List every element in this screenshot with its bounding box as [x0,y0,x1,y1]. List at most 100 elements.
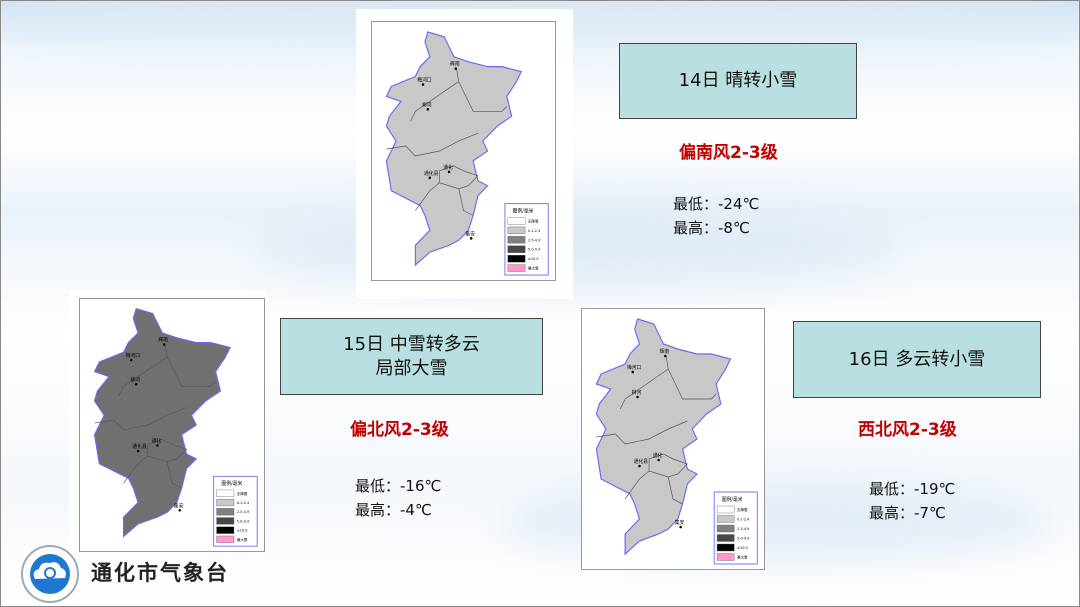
county-border [439,165,479,190]
town-marker [421,83,425,86]
legend-swatch [507,254,526,263]
bureau-name: 通化市气象台 [91,561,229,585]
town-label: 通化 [152,437,162,444]
town-marker [454,67,458,70]
county-border [410,69,460,122]
legend-swatch [507,226,526,235]
low-temp: 最低：-24℃ [673,195,760,213]
county-border [386,132,479,157]
temperature-info: 最低：-16℃ 最高：-4℃ [355,474,441,522]
legend-swatch [716,534,735,542]
wind-label: 偏南风2-3级 [679,143,778,163]
wind-label: 偏北风2-3级 [350,420,449,440]
county-border [620,356,669,410]
town-marker [426,108,430,111]
county-border [123,455,149,484]
legend-label: 0.1-2.4 [237,501,250,505]
forecast-box-15: 15日 中雪转多云 局部大雪 [280,318,543,395]
forecast-title: 15日 中雪转多云 [343,333,480,355]
town-label: 通化 [443,164,453,171]
legend-label: 5.0-9.9 [237,519,249,523]
county-border [94,407,187,431]
town-marker [636,395,639,399]
town-marker [134,383,138,386]
town-marker [679,525,682,529]
town-marker [162,343,166,346]
wind-label: 西北风2-3级 [858,420,957,440]
forecast-title: 16日 多云转小雪 [848,348,986,370]
legend-label: 5.0-9.9 [737,536,749,540]
legend-swatch [507,245,526,253]
legend-swatch [716,543,735,552]
region-outline [595,318,732,556]
county-border [166,461,182,489]
legend-label: 无降雪 [737,507,748,512]
town-marker [156,444,159,447]
legend-title: 图例/毫米 [221,480,242,487]
forecast-subtitle: 局部大雪 [375,357,448,379]
region-outline [93,307,231,538]
county-border [166,357,216,387]
county-border [458,188,474,216]
legend-swatch [216,498,235,507]
town-label: 辉南 [660,348,670,355]
legend-swatch [216,526,235,534]
town-label: 通化县 [424,170,439,177]
town-label: 柳河 [130,376,140,383]
county-border [648,453,688,478]
county-border [147,439,188,463]
town-label: 柳河 [422,101,432,108]
town-marker [136,449,140,453]
county-border [415,182,440,211]
county-border [118,345,168,397]
legend-label: 2.5-4.9 [528,238,540,242]
high-temp: 最高：-8℃ [673,219,750,237]
temperature-info: 最低：-19℃ 最高：-7℃ [869,477,955,525]
town-marker [638,464,641,468]
town-label: 梅河口 [126,352,141,359]
map-panel-15: 辉南 梅河口 柳河 通化县 通化 集安 图例/毫米 无降雪 0.1-2.4 2.5-4.9 5.0-… [69,291,265,553]
map-panel-14: 辉南 梅河口 柳河 通化县 通化 集安 图例/毫米 无降雪 0.1-2.4 2.5-4.9 5.0-… [356,9,573,299]
high-temp: 最高：-7℃ [869,504,946,522]
legend-label: 暴大雪 [237,537,248,542]
legend-swatch [716,553,735,561]
snow-map-14: 辉南 梅河口 柳河 通化县 通化 集安 图例/毫米 无降雪 0.1-2.4 2.5-4.9 5.0-… [371,21,556,281]
town-label: 通化县 [634,458,648,465]
legend-label: 0.1-2.4 [528,229,541,233]
legend-label: 暴大雪 [737,554,748,559]
town-label: 柳河 [632,389,642,396]
temperature-info: 最低：-24℃ 最高：-8℃ [673,192,759,240]
legend-label: 无降雪 [237,491,248,496]
town-marker [178,509,182,512]
forecast-box-14: 14日 晴转小雪 [619,43,857,119]
town-marker [664,354,667,358]
legend-swatch [507,236,526,244]
town-label: 梅河口 [417,76,432,83]
town-label: 梅河口 [627,364,641,371]
town-label: 通化 [653,452,663,459]
high-temp: 最高：-4℃ [355,501,432,519]
legend-swatch [716,515,735,523]
legend-label: ≥10.0 [528,257,539,261]
cma-seal-icon [21,545,79,603]
county-border [458,81,508,112]
town-label: 集安 [675,519,685,526]
legend-label: 暴大雪 [528,266,539,271]
town-label: 通化县 [132,443,147,450]
legend-label: ≥10.0 [737,546,748,550]
town-label: 集安 [174,502,184,509]
legend-swatch [716,505,735,514]
town-label: 集安 [465,230,475,237]
legend-label: 5.0-9.9 [528,248,540,252]
legend-swatch [216,508,235,516]
legend-swatch [507,264,526,272]
legend-label: 2.5-4.9 [237,510,249,514]
town-marker [428,176,432,180]
town-marker [657,458,660,462]
legend-title: 图例/毫米 [513,207,534,214]
county-border [667,368,717,400]
